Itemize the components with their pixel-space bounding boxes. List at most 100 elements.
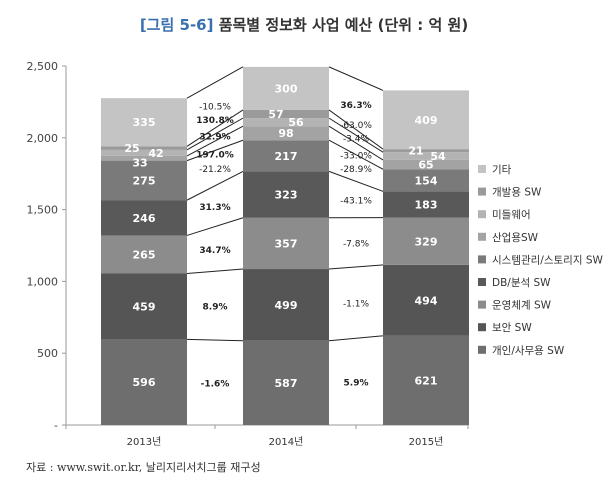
legend-swatch: [478, 278, 486, 286]
legend-swatch: [478, 323, 486, 332]
legend-label: 미들웨어: [492, 209, 531, 221]
connector-line: [328, 264, 384, 270]
bar-segment: [243, 140, 329, 172]
growth-label: 8.9%: [203, 303, 228, 313]
bar-segment: [383, 264, 469, 336]
bar-segment: [243, 109, 329, 119]
y-tick-label: -: [54, 419, 58, 432]
connector-line: [328, 125, 384, 161]
value-label: 33: [132, 156, 147, 169]
bar-segment: [383, 159, 469, 170]
bar-segment: [101, 235, 187, 274]
legend-label: 시스템관리/스토리지 SW: [492, 254, 603, 266]
legend-label: 개인/사무용 SW: [492, 345, 565, 357]
value-label: 329: [415, 235, 438, 248]
value-label: 265: [133, 248, 156, 261]
bar-segment: [383, 191, 469, 218]
value-label: 57: [268, 108, 283, 121]
bar-segment: [243, 171, 329, 218]
value-label: 587: [275, 377, 298, 390]
growth-label: 32.9%: [199, 133, 230, 143]
bar-segment: [243, 217, 329, 270]
bar-segment: [101, 149, 187, 156]
growth-label: 197.0%: [196, 151, 234, 161]
connector-line: [186, 338, 244, 342]
bar-segment: [101, 146, 187, 150]
x-category-label: 2015년: [409, 436, 444, 448]
legend-label: 보안 SW: [492, 322, 532, 334]
growth-label: -33.0%: [340, 151, 372, 161]
x-category-label: 2014년: [269, 436, 304, 448]
value-label: 494: [415, 294, 438, 307]
value-label: 621: [415, 374, 438, 387]
connector-line: [186, 217, 244, 236]
connector-line: [328, 139, 384, 170]
bar-segment: [383, 169, 469, 192]
value-label: 300: [275, 82, 298, 95]
connector-line: [186, 268, 244, 275]
bar-segment: [243, 340, 329, 425]
connector-line: [186, 139, 244, 162]
growth-label: -10.5%: [199, 102, 231, 112]
value-label: 183: [415, 199, 438, 212]
value-label: 499: [275, 299, 298, 312]
value-label: 246: [133, 212, 156, 225]
growth-label: -63.0%: [340, 121, 372, 131]
legend-label: 기타: [492, 164, 512, 176]
legend-swatch: [478, 232, 486, 241]
chart-title: [그림 5-6] 품목별 정보화 사업 예산 (단위 : 억 원): [0, 14, 608, 35]
connector-line: [186, 109, 244, 147]
y-tick-label: 1,500: [27, 204, 59, 217]
growth-label: 36.3%: [340, 101, 371, 111]
growth-label: 31.3%: [199, 203, 230, 213]
y-tick-label: 2,500: [27, 60, 59, 73]
value-label: 217: [275, 150, 298, 163]
legend-swatch: [478, 210, 486, 219]
x-category-label: 2013년: [127, 436, 162, 448]
bar-segment: [243, 126, 329, 141]
connector-line: [328, 117, 384, 153]
bar-segment: [243, 269, 329, 341]
connector-line: [186, 125, 244, 157]
bar-segment: [101, 339, 187, 425]
connector-line: [328, 170, 384, 192]
connector-line: [328, 335, 384, 342]
bar-segment: [101, 98, 187, 147]
legend-swatch: [478, 187, 486, 196]
legend-label: 개발용 SW: [492, 187, 542, 199]
bar-segment: [243, 118, 329, 127]
y-tick-label: 2,000: [27, 132, 59, 145]
value-label: 42: [148, 147, 163, 160]
connector-line: [328, 109, 384, 150]
value-label: 596: [133, 376, 156, 389]
value-label: 409: [415, 114, 438, 127]
growth-label: 5.9%: [344, 379, 369, 389]
y-tick-label: 500: [37, 347, 58, 360]
growth-label: -3.4%: [343, 135, 370, 145]
legend-label: 산업용SW: [492, 231, 539, 244]
value-label: 25: [124, 142, 139, 155]
growth-label: 34.7%: [199, 246, 230, 256]
legend-label: DB/분석 SW: [492, 277, 551, 289]
figure-number: [그림 5-6]: [139, 16, 214, 34]
connector-line: [186, 117, 244, 151]
growth-label: -1.6%: [201, 380, 230, 390]
growth-label: -1.1%: [343, 300, 370, 310]
bar-segment: [101, 155, 187, 161]
connector-line: [186, 170, 244, 201]
growth-label: -21.2%: [199, 165, 231, 175]
y-tick-label: 1,000: [27, 275, 59, 288]
legend-label: 운영체계 SW: [492, 300, 552, 312]
bar-segment: [383, 90, 469, 150]
chart-title-text: 품목별 정보화 사업 예산 (단위 : 억 원): [218, 16, 469, 34]
value-label: 335: [133, 116, 156, 129]
bar-segment: [101, 160, 187, 201]
growth-label: -28.9%: [340, 165, 372, 175]
legend-swatch: [478, 300, 486, 309]
value-label: 275: [133, 174, 156, 187]
bar-segment: [101, 273, 187, 340]
value-label: 65: [418, 159, 433, 172]
bar-segment: [243, 66, 329, 110]
